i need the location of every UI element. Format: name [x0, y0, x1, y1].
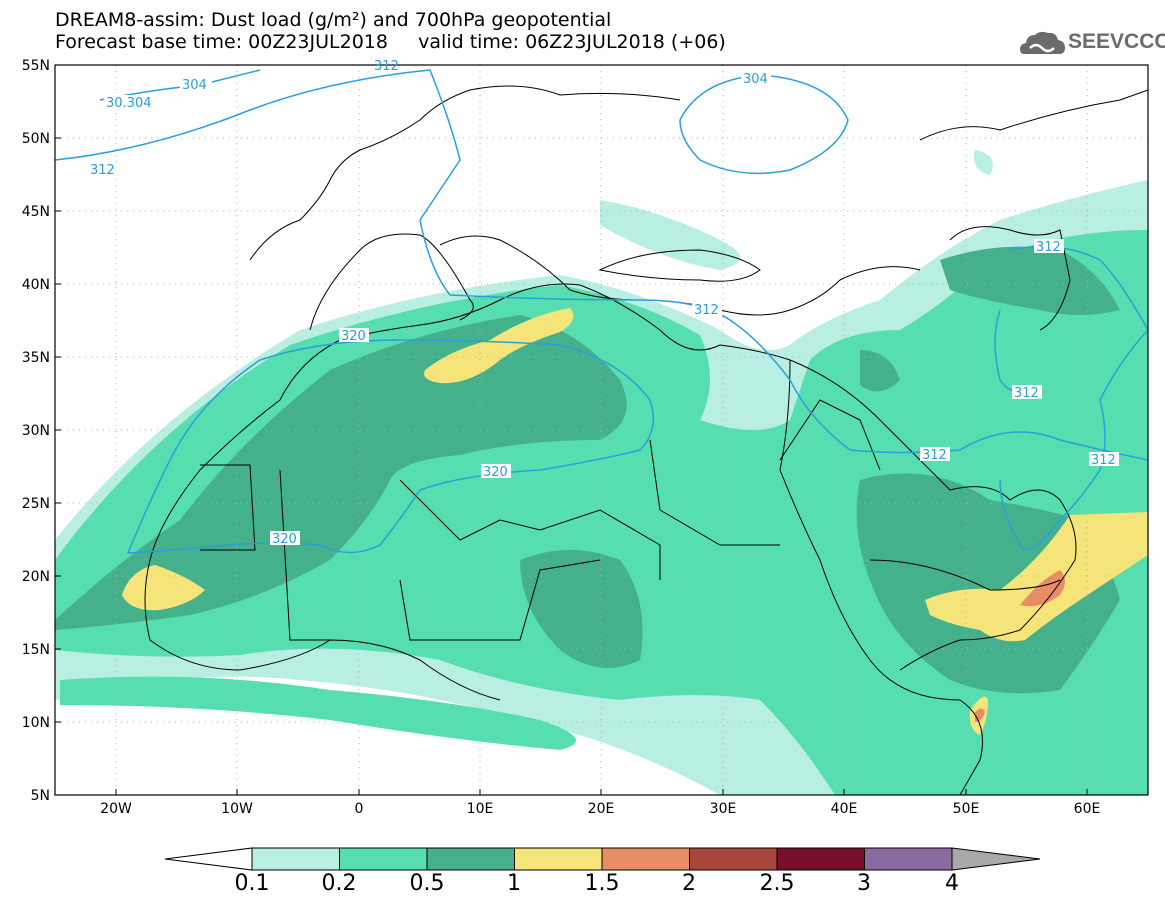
contour-label: 312	[374, 59, 399, 74]
dust-shade-1	[122, 308, 1148, 735]
contour-label: 312	[1091, 453, 1116, 468]
lat-label: 55N	[21, 58, 50, 74]
axis-ticks	[55, 137, 1088, 795]
lon-label: 20E	[587, 801, 615, 817]
lon-label: 60E	[1073, 801, 1101, 817]
lat-label: 50N	[21, 131, 50, 147]
colorbar-label: 2	[682, 871, 696, 896]
lon-label: 10W	[221, 801, 253, 817]
logo-text: SEEVCCC	[1068, 30, 1165, 53]
lon-label: 20W	[100, 801, 132, 817]
coastlines	[144, 85, 1148, 795]
geopotential-contours	[55, 69, 1148, 554]
colorbar-label: 1	[507, 871, 521, 896]
lon-label: 0	[354, 801, 364, 817]
contour-label: 30.304	[106, 96, 152, 111]
lat-label: 10N	[21, 715, 50, 731]
lat-label: 45N	[21, 204, 50, 220]
contour-label: 312	[694, 303, 719, 318]
lat-label: 35N	[21, 350, 50, 366]
contour-label: 320	[341, 329, 366, 344]
lat-label: 5N	[30, 788, 50, 804]
lat-label: 15N	[21, 642, 50, 658]
contour-label: 320	[483, 465, 508, 480]
colorbar-label: 0.1	[234, 871, 270, 896]
colorbar-label: 0.5	[409, 871, 445, 896]
colorbar-label: 3	[857, 871, 871, 896]
lon-label: 10E	[466, 801, 494, 817]
lat-lon-grid	[55, 65, 1148, 795]
contour-label: 312	[1014, 386, 1039, 401]
lat-label: 25N	[21, 496, 50, 512]
colorbar-label: 1.5	[584, 871, 620, 896]
cloud-logo-icon	[1020, 31, 1065, 54]
lon-label: 40E	[830, 801, 858, 817]
colorbar-label: 4	[945, 871, 959, 896]
contour-label: 320	[272, 532, 297, 547]
contour-label: 312	[90, 163, 115, 178]
colorbar-label: 2.5	[759, 871, 795, 896]
title-line-2: Forecast base time: 00Z23JUL2018 valid t…	[55, 31, 726, 53]
contour-label: 312	[922, 448, 947, 463]
lon-label: 50E	[952, 801, 980, 817]
lat-label: 30N	[21, 423, 50, 439]
lat-label: 40N	[21, 277, 50, 293]
contour-labels: 30.304 304 312 304 312 320 320 320 312 3…	[88, 59, 1119, 547]
lat-label: 20N	[21, 569, 50, 585]
contour-label: 304	[182, 78, 207, 93]
lon-label: 30E	[709, 801, 737, 817]
contour-label: 312	[1036, 240, 1061, 255]
colorbar-label: 0.2	[321, 871, 357, 896]
title-line-1: DREAM8-assim: Dust load (g/m²) and 700hP…	[55, 9, 612, 31]
contour-label: 304	[743, 72, 768, 87]
